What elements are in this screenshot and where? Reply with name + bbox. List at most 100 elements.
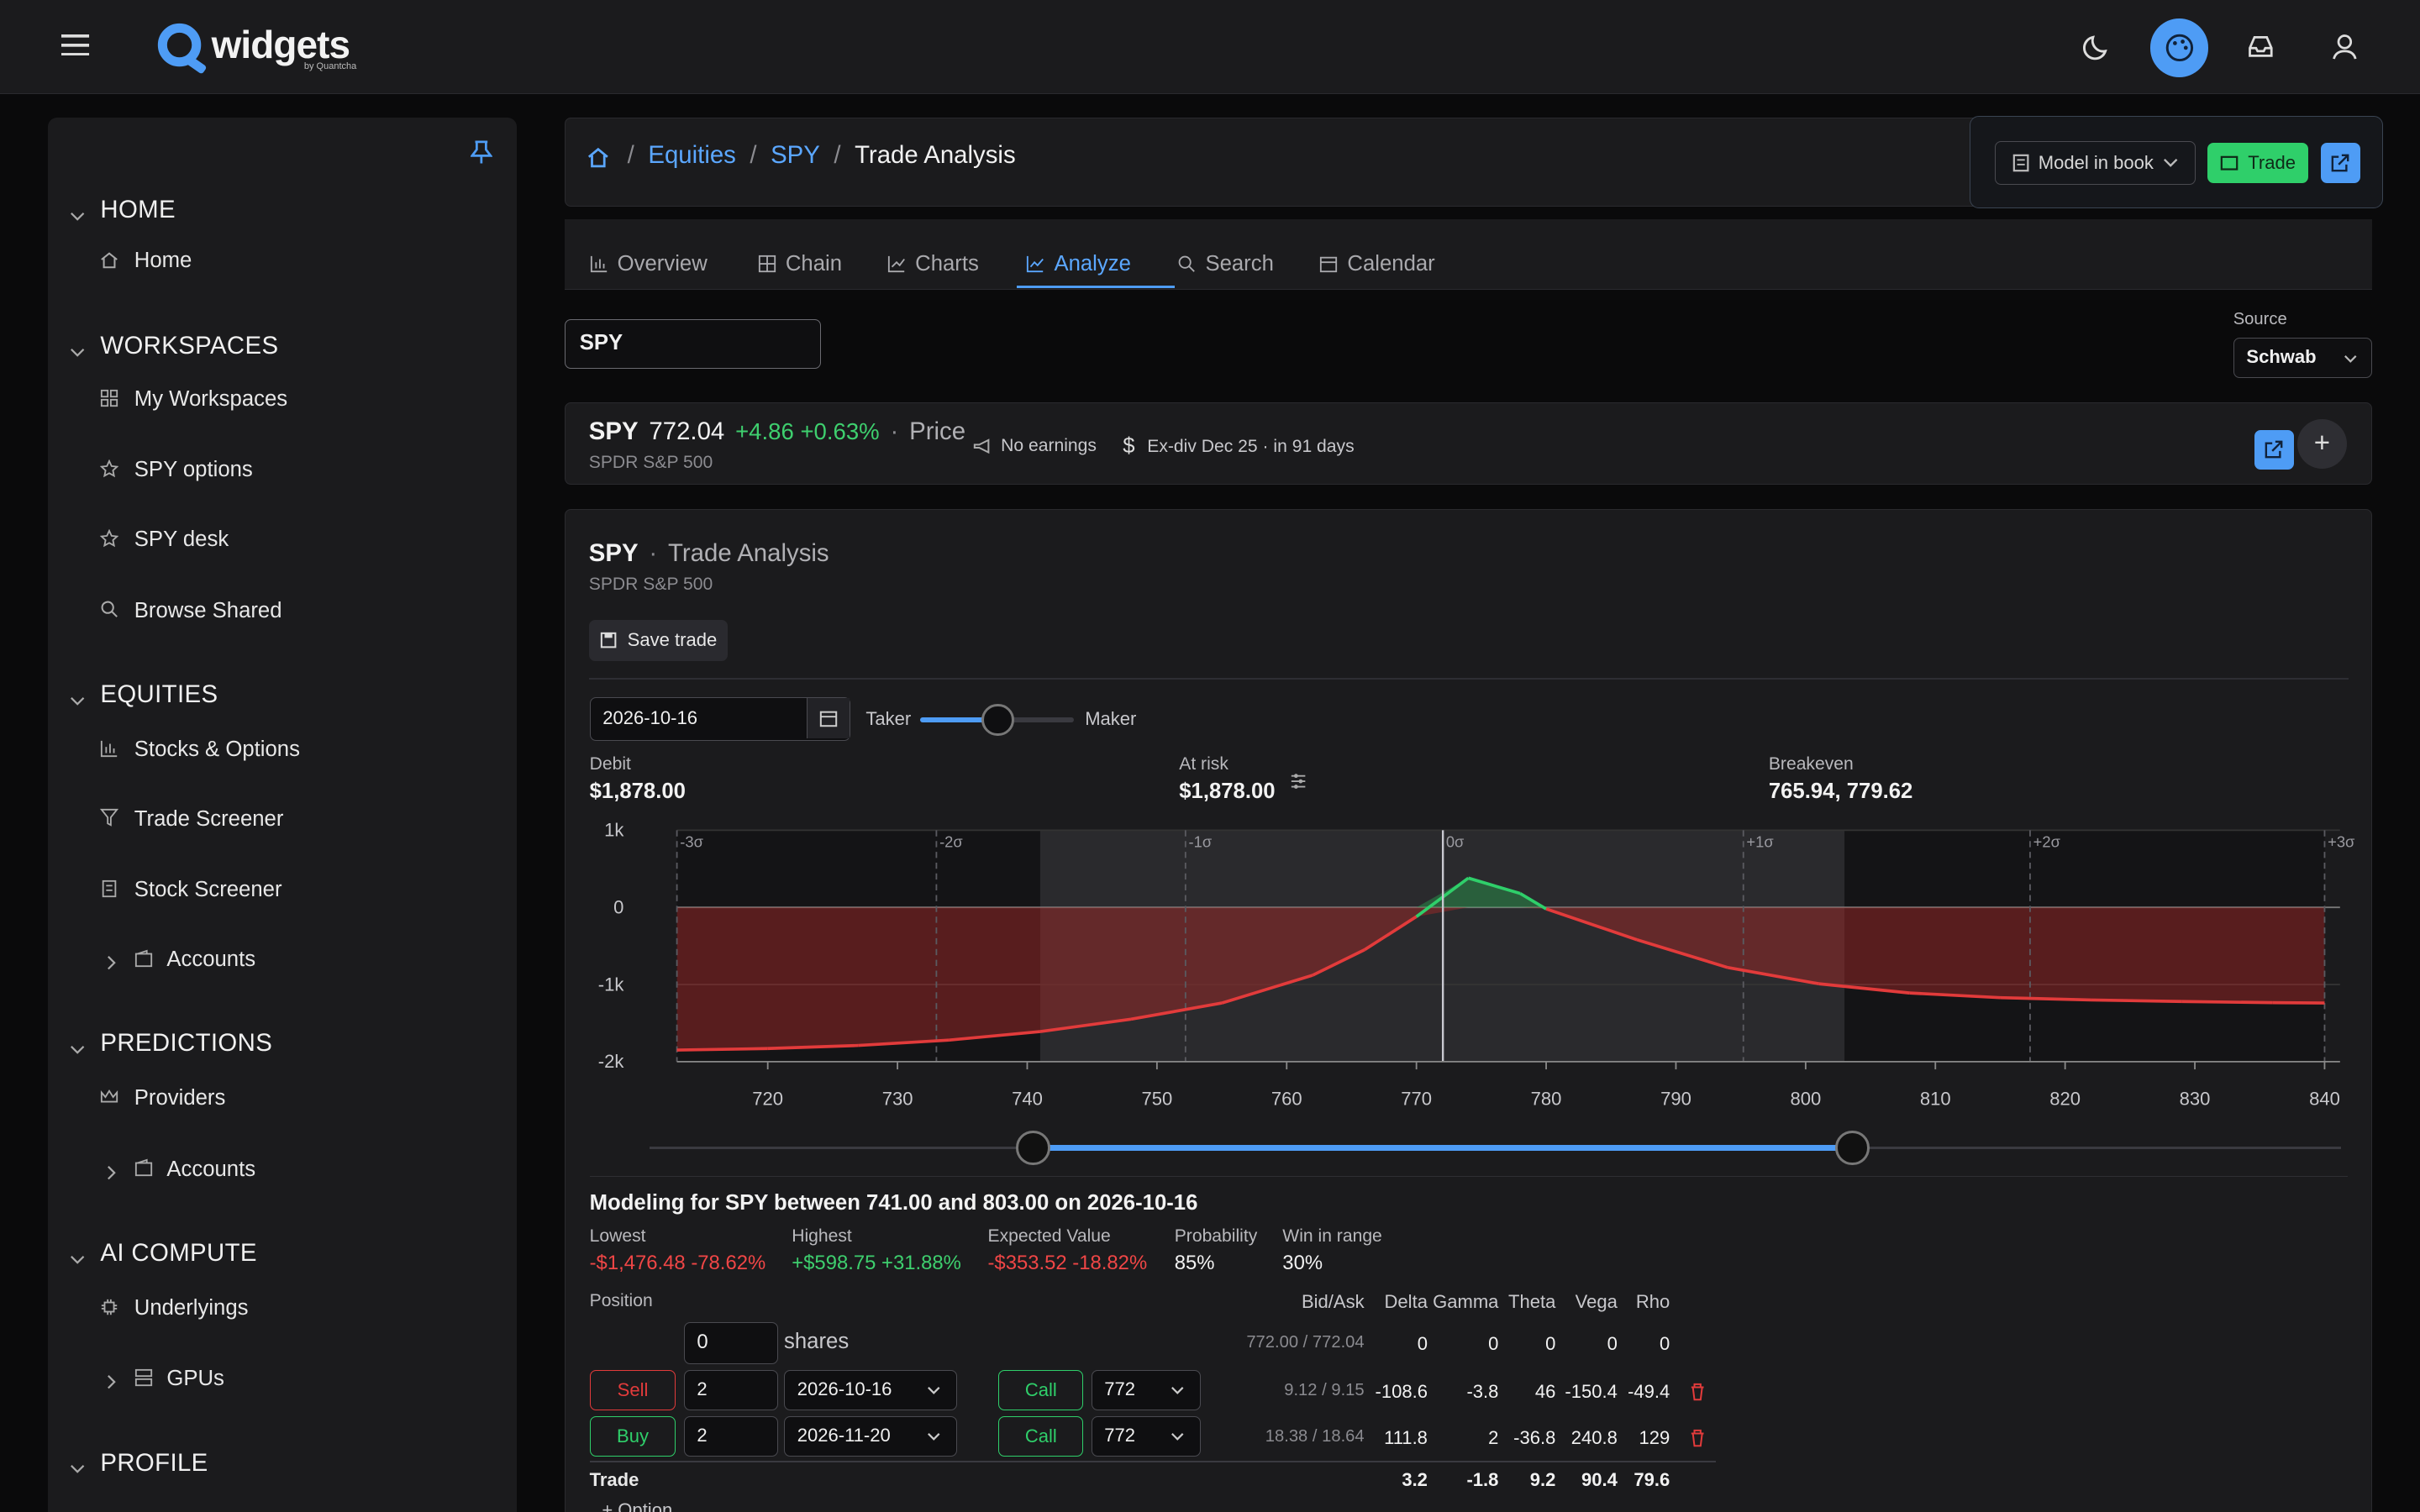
sidebar-item-spy-options[interactable]: SPY options [48,449,517,495]
expiry-date-value: 2026-10-16 [602,707,697,729]
sidebar-section-equities[interactable]: EQUITIES [48,675,517,717]
palette-icon [2165,34,2193,62]
probability-label: Probability [1174,1226,1258,1247]
leg-strike-select[interactable]: 772 [1091,1416,1201,1457]
breadcrumb-home-icon[interactable] [587,146,609,175]
source-select[interactable]: Schwab [2233,338,2372,378]
sigma-label: +2σ [2033,832,2060,850]
y-tick-label: -2k [597,1051,624,1072]
sidebar-item-label: Trade Screener [134,806,284,831]
sidebar-item-browse-shared[interactable]: Browse Shared [48,590,517,636]
debit-value: $1,878.00 [589,779,686,803]
sidebar-item-label: Accounts [166,1157,256,1181]
tab-search[interactable]: Search [1177,239,1274,289]
taker-maker-slider[interactable] [919,703,1075,737]
chevron-down-icon [70,1032,85,1061]
quote-add-button[interactable]: + [2296,418,2347,469]
sidebar-section-workspaces[interactable]: WORKSPACES [48,326,517,369]
logo-mark-icon [157,23,206,74]
buy-button[interactable]: Buy [589,1416,676,1457]
payoff-line-segment [1130,1001,1223,1021]
sidebar-item-my-workspaces[interactable]: My Workspaces [48,378,517,424]
tab-chain[interactable]: Chain [758,239,842,289]
sidebar-item-home[interactable]: Home [48,239,517,286]
x-tick-label: 800 [1790,1088,1821,1109]
leg-side: Sell [617,1378,649,1400]
slider-knob[interactable] [981,703,1014,737]
leg-greek: 240.8 [1570,1426,1618,1448]
trade-button[interactable]: Trade [2207,142,2308,183]
leg-qty-input[interactable]: 2 [683,1416,778,1457]
sidebar-item-providers[interactable]: Providers [48,1077,517,1123]
breadcrumb-spy[interactable]: SPY [771,141,820,170]
search-icon [1179,255,1196,272]
sidebar-item-stock-screener[interactable]: Stock Screener [48,869,517,915]
chevron-down-icon [1171,1433,1184,1441]
star-icon [100,459,119,484]
sell-button[interactable]: Sell [589,1369,676,1410]
tab-calendar[interactable]: Calendar [1319,239,1435,289]
sidebar-section-ai-compute[interactable]: AI COMPUTE [48,1233,517,1276]
leg-expiry-select[interactable]: 2026-10-16 [784,1369,957,1410]
sidebar-item-accounts[interactable]: Accounts [48,1147,517,1194]
sidebar-section-predictions[interactable]: PREDICTIONS [48,1023,517,1066]
leg-greek: 46 [1534,1380,1556,1402]
sidebar-section-home[interactable]: HOME [48,190,517,233]
inbox-icon[interactable] [2245,31,2276,69]
win-label: Win in range [1282,1226,1382,1247]
leg-strike-select[interactable]: 772 [1091,1369,1201,1410]
shares-input[interactable]: 0 [683,1322,778,1364]
x-tick-label: 740 [1012,1088,1043,1109]
delete-leg-icon[interactable] [1690,1425,1705,1454]
debit-label: Debit [589,754,631,774]
quote-name: SPDR S&P 500 [588,453,713,473]
loss-area [676,906,2325,1050]
sidebar-item-label: Stock Screener [134,878,282,902]
sidebar-item-trade-screener[interactable]: Trade Screener [48,798,517,844]
call-button[interactable]: Call [998,1369,1084,1410]
expiry-date-input[interactable]: 2026-10-16 [589,697,850,741]
logo[interactable]: widgets by Quantcha [156,22,372,74]
theme-moon-icon[interactable] [2082,31,2113,69]
popout-button[interactable] [2320,142,2361,183]
range-fill [1033,1144,1853,1152]
sigma-label: -1σ [1188,832,1212,850]
user-icon[interactable] [2329,31,2360,69]
leg-qty-input[interactable]: 2 [683,1369,778,1410]
leg-expiry-select[interactable]: 2026-11-20 [784,1416,957,1457]
call-button[interactable]: Call [998,1416,1084,1457]
shares-greek: 0 [1607,1332,1618,1354]
breadcrumb-equities[interactable]: Equities [648,141,736,170]
range-low-knob[interactable] [1016,1131,1050,1165]
analyze-icon [1027,255,1044,273]
bar-chart-icon [100,739,118,764]
y-tick-label: 1k [604,819,624,840]
trade-greek: -1.8 [1466,1468,1499,1490]
payoff-line-segment [1039,1017,1131,1033]
sidebar-item-gpus[interactable]: GPUs [48,1357,517,1404]
tab-charts[interactable]: Charts [887,239,979,289]
model-in-book-select[interactable]: Model in book [1995,141,2196,185]
range-high-knob[interactable] [1835,1131,1870,1165]
leg-side: Buy [617,1425,650,1446]
calendar-button[interactable] [806,698,850,738]
risk-settings-icon[interactable] [1290,769,1307,797]
delete-leg-icon[interactable] [1690,1379,1705,1408]
sidebar-item-spy-desk[interactable]: SPY desk [48,518,517,564]
x-tick-label: 760 [1270,1088,1302,1109]
menu-icon[interactable] [61,34,90,56]
symbol-search-input[interactable]: SPY [565,319,822,369]
sidebar-item-stocks-options[interactable]: Stocks & Options [48,728,517,774]
add-option-button[interactable]: + Option [602,1499,673,1512]
palette-button[interactable] [2149,18,2209,77]
col-header: Delta [1384,1291,1428,1313]
sidebar-item-accounts[interactable]: Accounts [48,938,517,984]
save-trade-button[interactable]: Save trade [588,619,729,662]
tab-analyze[interactable]: Analyze [1026,239,1131,289]
tab-overview[interactable]: Overview [590,239,708,289]
sidebar-item-underlyings[interactable]: Underlyings [48,1287,517,1333]
price-range-slider[interactable] [650,1131,2342,1165]
quote-popout-button[interactable] [2254,429,2295,470]
sidebar-section-profile[interactable]: PROFILE [48,1442,517,1485]
pin-icon[interactable] [470,140,493,171]
